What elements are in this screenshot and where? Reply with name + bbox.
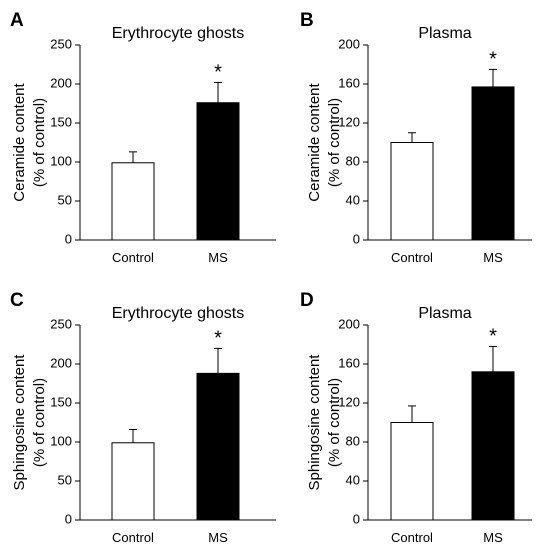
y-tick-label: 0 bbox=[65, 231, 72, 246]
panel-letter: C bbox=[10, 290, 24, 311]
y-tick-label: 150 bbox=[50, 114, 72, 129]
y-tick-label: 80 bbox=[346, 433, 360, 448]
bar-control bbox=[111, 162, 155, 241]
y-tick-label: 200 bbox=[50, 355, 72, 370]
y-tick-label: 250 bbox=[50, 36, 72, 51]
y-tick-label: 0 bbox=[65, 511, 72, 526]
x-category-label: MS bbox=[208, 530, 228, 545]
chart-title: Erythrocyte ghosts bbox=[112, 305, 245, 322]
y-tick-label: 200 bbox=[338, 316, 360, 331]
panel-letter: B bbox=[300, 10, 314, 31]
chart-title: Plasma bbox=[418, 305, 471, 322]
y-axis-label: Ceramide content bbox=[11, 82, 28, 201]
y-tick-label: 0 bbox=[353, 511, 360, 526]
bar-ms bbox=[196, 372, 240, 521]
y-axis-label-unit: (% of control) bbox=[31, 378, 48, 467]
y-axis-label: Sphingosine content bbox=[11, 354, 28, 491]
bar-control bbox=[390, 422, 434, 521]
x-category-label: MS bbox=[483, 530, 503, 545]
bar-control bbox=[390, 142, 434, 241]
x-category-label: Control bbox=[112, 530, 154, 545]
y-tick-label: 50 bbox=[58, 472, 72, 487]
y-tick-label: 250 bbox=[50, 316, 72, 331]
y-axis-label: Ceramide content bbox=[306, 82, 323, 201]
significance-marker: * bbox=[489, 48, 497, 70]
y-tick-label: 40 bbox=[346, 472, 360, 487]
y-tick-label: 100 bbox=[50, 433, 72, 448]
y-tick-label: 40 bbox=[346, 192, 360, 207]
y-tick-label: 0 bbox=[353, 231, 360, 246]
y-tick-label: 150 bbox=[50, 394, 72, 409]
chart-title: Plasma bbox=[418, 25, 471, 42]
y-axis-label-unit: (% of control) bbox=[326, 378, 343, 467]
panel-letter: D bbox=[300, 290, 314, 311]
y-axis-label: Sphingosine content bbox=[306, 354, 323, 491]
y-tick-label: 200 bbox=[50, 75, 72, 90]
y-axis-label-unit: (% of control) bbox=[326, 98, 343, 187]
x-category-label: Control bbox=[391, 250, 433, 265]
y-axis-label-unit: (% of control) bbox=[31, 98, 48, 187]
bar-ms bbox=[471, 371, 515, 521]
x-category-label: MS bbox=[208, 250, 228, 265]
y-tick-label: 160 bbox=[338, 355, 360, 370]
bar-ms bbox=[471, 86, 515, 241]
y-tick-label: 120 bbox=[338, 394, 360, 409]
y-tick-label: 200 bbox=[338, 36, 360, 51]
significance-marker: * bbox=[214, 327, 222, 349]
significance-marker: * bbox=[489, 325, 497, 347]
bar-ms bbox=[196, 102, 240, 241]
x-category-label: MS bbox=[483, 250, 503, 265]
chart-title: Erythrocyte ghosts bbox=[112, 25, 245, 42]
y-tick-label: 50 bbox=[58, 192, 72, 207]
y-tick-label: 120 bbox=[338, 114, 360, 129]
bar-control bbox=[111, 442, 155, 521]
panel-letter: A bbox=[10, 10, 24, 31]
y-tick-label: 160 bbox=[338, 75, 360, 90]
y-tick-label: 100 bbox=[50, 153, 72, 168]
x-category-label: Control bbox=[112, 250, 154, 265]
y-tick-label: 80 bbox=[346, 153, 360, 168]
significance-marker: * bbox=[214, 61, 222, 83]
x-category-label: Control bbox=[391, 530, 433, 545]
